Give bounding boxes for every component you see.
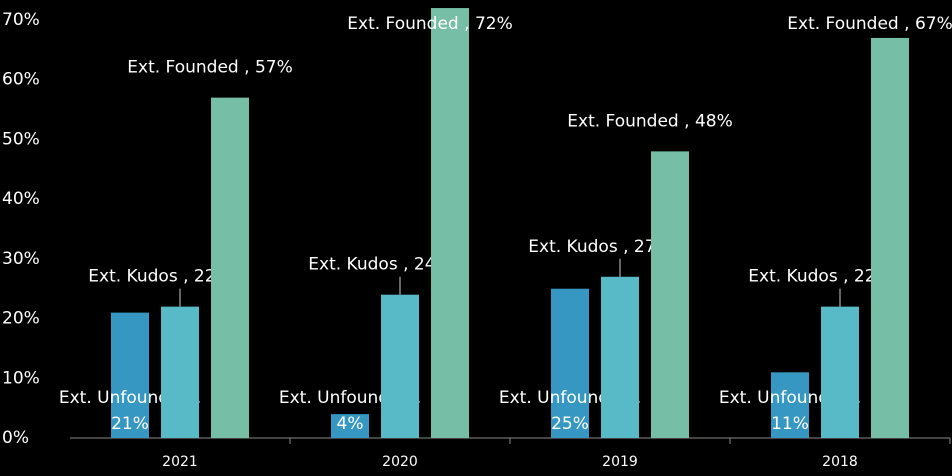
- label-sep: ,: [178, 267, 194, 287]
- data-label: 21%: [111, 414, 149, 434]
- label-name: Ext. Founded: [127, 58, 238, 78]
- label-sep: ,: [618, 237, 634, 257]
- y-tick-label: 60%: [2, 70, 40, 90]
- bar: [381, 294, 419, 438]
- x-tick-label: 2020: [382, 454, 418, 470]
- label-name: Ext. Kudos: [528, 237, 618, 257]
- bar: [771, 372, 809, 438]
- bar: [111, 312, 149, 438]
- label-name: Ext. Kudos: [748, 267, 838, 287]
- label-sep: ,: [239, 58, 255, 78]
- bar: [821, 306, 859, 438]
- y-tick-label: 0%: [2, 428, 29, 448]
- label-name: Ext. Founded: [787, 14, 898, 34]
- data-label: Ext. Kudos , 22%: [88, 267, 231, 287]
- label-value: 48%: [695, 111, 733, 131]
- bar: [871, 37, 909, 439]
- label-value: 72%: [475, 14, 513, 34]
- y-tick-label: 10%: [2, 368, 40, 388]
- x-tick-label: 2018: [822, 454, 858, 470]
- label-name: Ext. Unfounded: [279, 388, 410, 408]
- label-sep: ,: [398, 255, 414, 275]
- x-tick-label: 2019: [602, 454, 638, 470]
- label-name: Ext. Founded: [567, 111, 678, 131]
- x-tick-label: 2021: [162, 454, 198, 470]
- data-label: Ext. Founded , 57%: [127, 58, 292, 78]
- label-name: Ext. Unfounded: [719, 388, 850, 408]
- label-sep: ,: [899, 14, 915, 34]
- data-label: 4%: [337, 414, 364, 434]
- data-label: 25%: [551, 414, 589, 434]
- label-name: Ext. Kudos: [308, 255, 398, 275]
- bar: [331, 414, 369, 438]
- label-name: Ext. Kudos: [88, 267, 178, 287]
- bar: [431, 8, 469, 439]
- label-name: Ext. Unfounded: [499, 388, 630, 408]
- y-tick-label: 70%: [2, 10, 40, 30]
- data-label: 11%: [771, 414, 809, 434]
- label-value: 57%: [255, 58, 293, 78]
- bar: [211, 97, 249, 438]
- bar: [601, 276, 639, 438]
- data-label: Ext. Kudos , 27%: [528, 237, 671, 257]
- label-value: 67%: [915, 14, 952, 34]
- data-label: Ext. Kudos , 24%: [308, 255, 451, 275]
- data-label: Ext. Founded , 48%: [567, 111, 732, 131]
- label-sep: ,: [459, 14, 475, 34]
- label-sep: ,: [838, 267, 854, 287]
- bar: [161, 306, 199, 438]
- y-tick-label: 20%: [2, 309, 40, 329]
- label-name: Ext. Founded: [347, 14, 458, 34]
- bar: [651, 151, 689, 438]
- data-label: Ext. Founded , 67%: [787, 14, 952, 34]
- data-label: Ext. Founded , 72%: [347, 14, 512, 34]
- bar: [551, 288, 589, 438]
- y-tick-label: 50%: [2, 129, 40, 149]
- data-label: Ext. Kudos , 22%: [748, 267, 891, 287]
- y-tick-label: 40%: [2, 189, 40, 209]
- label-name: Ext. Unfounded: [59, 388, 190, 408]
- label-sep: ,: [679, 111, 695, 131]
- y-tick-label: 30%: [2, 249, 40, 269]
